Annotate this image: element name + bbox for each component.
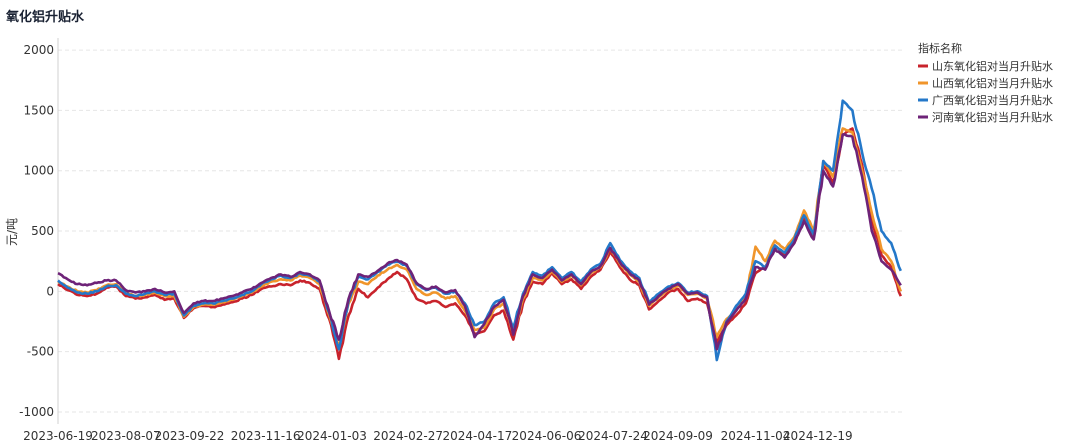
chart-title: 氧化铝升贴水 <box>6 10 85 25</box>
x-tick-label: 2023-11-16 <box>231 429 301 443</box>
legend-items: 山东氧化铝对当月升贴水山西氧化铝对当月升贴水广西氧化铝对当月升贴水河南氧化铝对当… <box>918 59 1053 124</box>
grid-lines <box>58 49 905 413</box>
y-tick-label: 1500 <box>23 103 54 117</box>
legend-item-label: 山东氧化铝对当月升贴水 <box>932 59 1053 73</box>
x-tick-label: 2023-09-22 <box>155 429 225 443</box>
series-lines <box>57 99 903 362</box>
series-line <box>57 99 902 362</box>
legend-item-label: 山西氧化铝对当月升贴水 <box>932 76 1053 90</box>
y-tick-label: -1000 <box>19 405 54 419</box>
legend-item-label: 河南氧化铝对当月升贴水 <box>932 110 1053 124</box>
x-tick-label: 2024-02-27 <box>373 429 443 443</box>
x-tick-label: 2023-06-19 <box>23 429 93 443</box>
y-axis-ticks: 2000 1500 1000 500 0 -500 -1000 <box>19 43 54 419</box>
y-tick-label: 1000 <box>23 164 54 178</box>
x-tick-label: 2024-09-09 <box>643 429 713 443</box>
x-tick-label: 2024-06-06 <box>512 429 582 443</box>
legend-item-label: 广西氧化铝对当月升贴水 <box>932 93 1053 107</box>
x-tick-label: 2024-11-04 <box>721 429 791 443</box>
series-line <box>57 133 902 351</box>
y-tick-label: -500 <box>27 345 54 359</box>
x-tick-label: 2024-07-24 <box>578 429 648 443</box>
y-tick-label: 2000 <box>23 43 54 57</box>
legend: 指标名称 山东氧化铝对当月升贴水山西氧化铝对当月升贴水广西氧化铝对当月升贴水河南… <box>918 41 1053 124</box>
x-tick-label: 2024-12-19 <box>783 429 853 443</box>
x-tick-label: 2024-04-17 <box>442 429 512 443</box>
y-axis-label: 元/吨 <box>5 218 19 246</box>
x-tick-label: 2023-08-07 <box>91 429 161 443</box>
y-tick-label: 0 <box>46 284 54 298</box>
y-tick-label: 500 <box>31 224 54 238</box>
x-tick-label: 2024-01-03 <box>297 429 367 443</box>
legend-title: 指标名称 <box>918 41 962 55</box>
